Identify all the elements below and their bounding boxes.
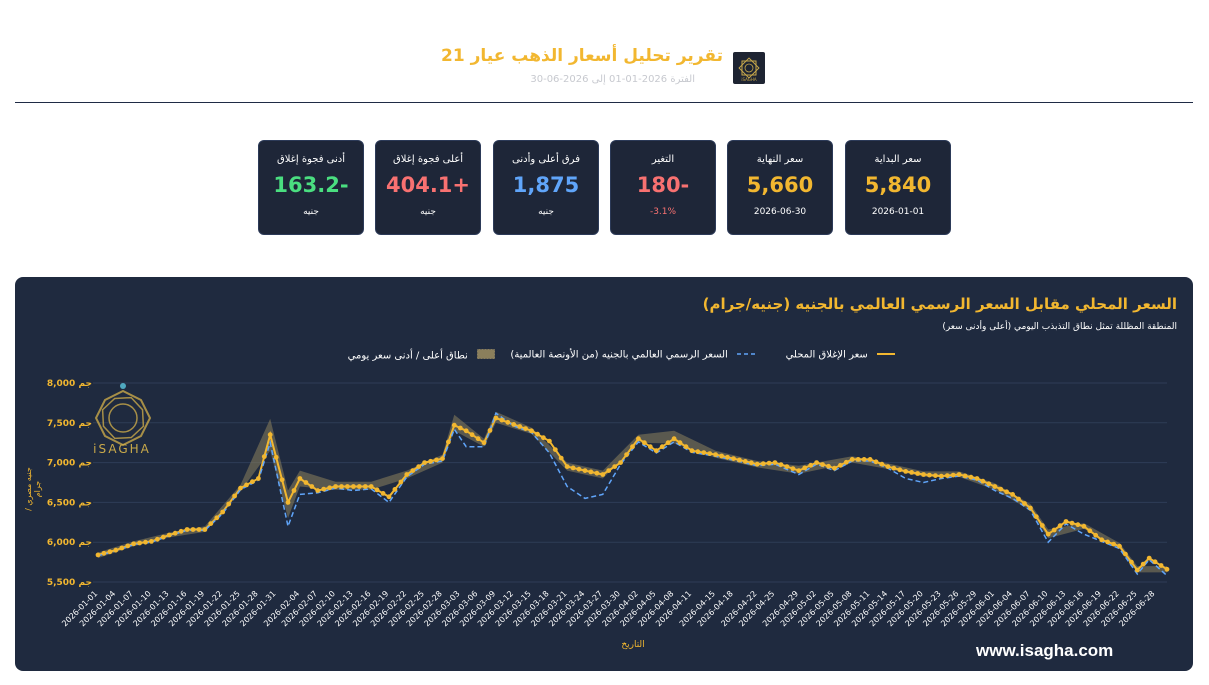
y-axis-label: جنيه مصري / جرام bbox=[24, 467, 42, 511]
x-axis-label: التاريخ bbox=[621, 640, 645, 650]
report-header: iSAGHA تقرير تحليل أسعار الذهب عيار 21 ا… bbox=[15, 40, 1193, 103]
stat-card-label: فرق أعلى وأدنى bbox=[512, 154, 580, 165]
stat-card-sub: جنيه bbox=[420, 207, 436, 217]
stat-card-value: 404.1+ bbox=[385, 173, 471, 197]
chart-subtitle: المنطقة المظللة تمثل نطاق التذبذب اليومي… bbox=[942, 322, 1177, 332]
legend-item-range[interactable]: نطاق أعلى / أدنى سعر يومي bbox=[347, 348, 496, 362]
svg-text:iSAGHA: iSAGHA bbox=[741, 77, 756, 82]
stat-card-range: فرق أعلى وأدنى 1,875 جنيه bbox=[493, 140, 599, 235]
stat-card-value: 180- bbox=[636, 173, 690, 197]
stat-card-sub: جنيه bbox=[538, 207, 554, 217]
isagha-logo-icon: iSAGHA bbox=[733, 52, 765, 84]
stat-card-label: التغير bbox=[651, 154, 675, 165]
stat-card-sub: 3.1%- bbox=[649, 207, 677, 217]
stat-card-sub: 2026-01-01 bbox=[871, 207, 925, 217]
stat-card-value: 5,840 bbox=[864, 173, 932, 197]
stat-card-min-gap: أدنى فجوة إغلاق 163.2- جنيه bbox=[258, 140, 364, 235]
chart-title: السعر المحلي مقابل السعر الرسمي العالمي … bbox=[702, 295, 1177, 313]
page-subtitle: الفترة 2026-01-01 إلى 2026-06-30 bbox=[530, 74, 695, 85]
legend-dashed-line-icon bbox=[737, 349, 755, 360]
stat-card-label: سعر البداية bbox=[874, 154, 922, 165]
stat-card-value: 5,660 bbox=[746, 173, 814, 197]
stat-card-label: أعلى فجوة إغلاق bbox=[392, 154, 464, 165]
legend-item-local[interactable]: سعر الإغلاق المحلي bbox=[786, 349, 895, 361]
chart-panel: السعر المحلي مقابل السعر الرسمي العالمي … bbox=[15, 277, 1193, 671]
legend-label: نطاق أعلى / أدنى سعر يومي bbox=[347, 350, 468, 362]
chart-legend: سعر الإغلاق المحلي السعر الرسمي العالمي … bbox=[315, 347, 895, 365]
stat-card-end-price: سعر النهاية 5,660 2026-06-30 bbox=[727, 140, 833, 235]
stat-card-sub: 2026-06-30 bbox=[753, 207, 807, 217]
website-link[interactable]: www.isagha.com bbox=[976, 641, 1114, 660]
stat-card-label: سعر النهاية bbox=[756, 154, 804, 165]
legend-item-global[interactable]: السعر الرسمي العالمي بالجنيه (من الأونصة… bbox=[510, 349, 755, 361]
stat-card-value: 1,875 bbox=[512, 173, 580, 197]
stat-card-start-price: سعر البداية 5,840 2026-01-01 bbox=[845, 140, 951, 235]
legend-band-icon bbox=[476, 348, 496, 362]
stat-card-sub: جنيه bbox=[303, 207, 319, 217]
stat-card-max-gap: أعلى فجوة إغلاق 404.1+ جنيه bbox=[375, 140, 481, 235]
legend-solid-line-icon bbox=[877, 349, 895, 360]
stat-card-value: 163.2- bbox=[273, 173, 349, 197]
legend-label: سعر الإغلاق المحلي bbox=[785, 349, 868, 361]
legend-label: السعر الرسمي العالمي بالجنيه (من الأونصة… bbox=[510, 349, 728, 361]
stat-card-change: التغير 180- 3.1%- bbox=[610, 140, 716, 235]
page-title: تقرير تحليل أسعار الذهب عيار 21 bbox=[441, 46, 723, 66]
stat-card-label: أدنى فجوة إغلاق bbox=[276, 154, 346, 165]
summary-cards: أدنى فجوة إغلاق 163.2- جنيه أعلى فجوة إغ… bbox=[258, 140, 951, 235]
